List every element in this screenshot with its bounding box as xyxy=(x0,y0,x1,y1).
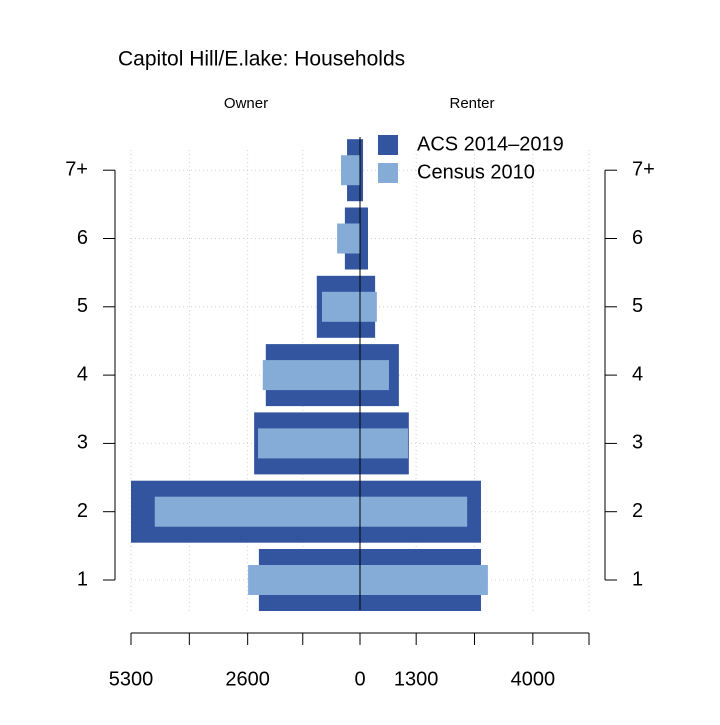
y-tick-label: 2 xyxy=(77,500,88,522)
x-tick-label: 5300 xyxy=(109,668,154,690)
y-tick-label: 6 xyxy=(77,227,88,249)
y-tick-label: 3 xyxy=(77,432,88,454)
owner-bar xyxy=(155,497,360,527)
left-label: Owner xyxy=(224,95,268,112)
owner-bar xyxy=(341,155,360,185)
y-tick-label: 4 xyxy=(77,363,88,385)
legend-swatch xyxy=(378,163,398,183)
y2-tick-label: 1 xyxy=(632,568,643,590)
y2-tick-label: 6 xyxy=(632,227,643,249)
y2-tick-label: 3 xyxy=(632,432,643,454)
right-label: Renter xyxy=(449,95,494,112)
x-tick-label: 1300 xyxy=(394,668,439,690)
owner-bar xyxy=(322,292,360,322)
renter-bar xyxy=(360,565,488,595)
legend-swatch xyxy=(378,135,398,155)
legend-label: Census 2010 xyxy=(417,161,535,183)
x-tick-label: 4000 xyxy=(511,668,556,690)
owner-bar xyxy=(337,224,360,254)
legend-label: ACS 2014–2019 xyxy=(417,133,564,155)
y2-tick-label: 2 xyxy=(632,500,643,522)
owner-bar xyxy=(263,360,360,390)
renter-bar xyxy=(360,208,368,270)
chart-title: Capitol Hill/E.lake: Households xyxy=(118,48,405,71)
y2-tick-label: 5 xyxy=(632,295,643,317)
y-tick-label: 1 xyxy=(77,568,88,590)
renter-bar xyxy=(360,428,408,458)
renter-bar xyxy=(360,292,377,322)
x-tick-label: 2600 xyxy=(225,668,270,690)
owner-bar xyxy=(258,428,360,458)
y-tick-label: 7+ xyxy=(65,158,88,180)
owner-bar xyxy=(248,565,360,595)
y2-tick-label: 4 xyxy=(632,363,643,385)
x-tick-label: 0 xyxy=(354,668,365,690)
renter-bar xyxy=(360,360,389,390)
renter-bar xyxy=(360,497,467,527)
y-tick-label: 5 xyxy=(77,295,88,317)
y2-tick-label: 7+ xyxy=(632,158,655,180)
